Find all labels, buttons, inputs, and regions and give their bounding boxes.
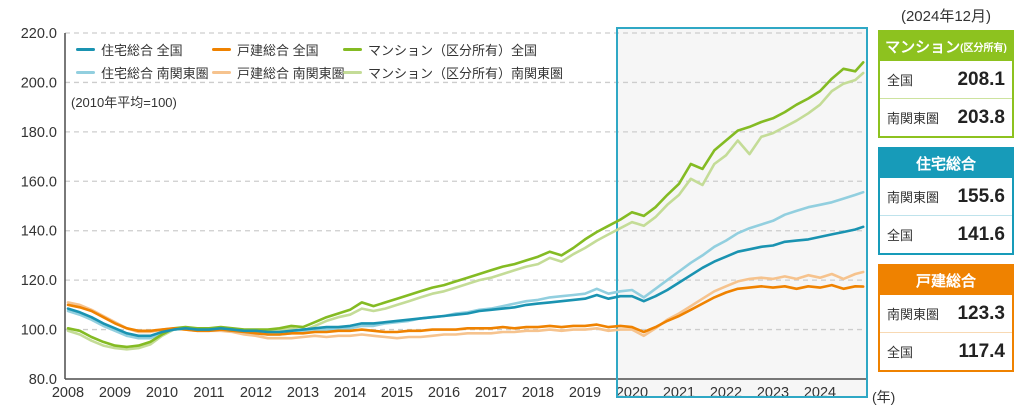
x-tick-label-2021: 2021 bbox=[663, 385, 695, 401]
row-label: 全国 bbox=[887, 228, 914, 243]
x-tick-label-2010: 2010 bbox=[146, 385, 178, 401]
x-tick-label-2024: 2024 bbox=[804, 385, 836, 401]
reference-date-label: (2024年12月) bbox=[900, 8, 992, 25]
table-row: 全国 208.1 bbox=[880, 61, 1012, 98]
latest-values-panel: マンション (区分所有) 全国 208.1 南関東圏 203.8 住宅総合 南関東圏 1… bbox=[878, 30, 1014, 381]
row-value: 117.4 bbox=[958, 340, 1006, 362]
highlight-region-border bbox=[616, 27, 868, 398]
legend-item-kodate-sogo-zenkoku: 戸建総合 全国 bbox=[212, 38, 343, 61]
legend-label: 住宅総合 南関東圏 bbox=[101, 66, 209, 81]
row-label: 全国 bbox=[887, 73, 914, 88]
legend-swatch-mansion-zenkoku bbox=[343, 48, 362, 51]
x-tick-label-2022: 2022 bbox=[710, 385, 742, 401]
x-tick-label-2020: 2020 bbox=[616, 385, 648, 401]
y-tick-label: 80.0 bbox=[29, 372, 57, 388]
table-title-suffix: (区分所有) bbox=[960, 43, 1007, 54]
x-tick-label-2013: 2013 bbox=[287, 385, 319, 401]
x-tick-label-2015: 2015 bbox=[381, 385, 413, 401]
x-tick-label-2019: 2019 bbox=[569, 385, 601, 401]
y-tick-label: 120.0 bbox=[21, 273, 57, 289]
table-row: 全国 141.6 bbox=[880, 215, 1012, 253]
table-row: 南関東圏 203.8 bbox=[880, 98, 1012, 136]
legend-item-kodate-sogo-minamikanto: 戸建総合 南関東圏 bbox=[212, 61, 345, 84]
x-tick-label-2008: 2008 bbox=[52, 385, 84, 401]
row-value: 155.6 bbox=[957, 185, 1005, 207]
legend-item-mansion-minamikanto: マンション（区分所有）南関東圏 bbox=[343, 61, 563, 84]
x-tick-label-2016: 2016 bbox=[428, 385, 460, 401]
x-tick-label-2023: 2023 bbox=[757, 385, 789, 401]
legend-item-mansion-zenkoku: マンション（区分所有）全国 bbox=[343, 38, 563, 61]
table-row: 南関東圏 155.6 bbox=[880, 178, 1012, 215]
legend-item-jutaku-sogo-minamikanto: 住宅総合 南関東圏 bbox=[76, 61, 212, 84]
table-row: 全国 117.4 bbox=[880, 332, 1012, 370]
table-title: マンション bbox=[885, 39, 961, 56]
x-tick-label-2018: 2018 bbox=[522, 385, 554, 401]
chart-legend: 住宅総合 全国 戸建総合 全国 マンション（区分所有）全国住宅総合 南関東圏 戸建総合… bbox=[76, 38, 563, 84]
y-tick-label: 220.0 bbox=[21, 26, 57, 42]
legend-item-jutaku-sogo-zenkoku: 住宅総合 全国 bbox=[76, 38, 212, 61]
price-index-line-chart: 220.0200.0180.0160.0140.0120.0100.080.02… bbox=[21, 26, 868, 401]
y-tick-label: 160.0 bbox=[21, 174, 57, 190]
series-line-mansion-zenkoku bbox=[66, 61, 865, 349]
kodate-sogo-value-table: 戸建総合 南関東圏 123.3 全国 117.4 bbox=[878, 264, 1014, 372]
row-value: 123.3 bbox=[957, 302, 1005, 324]
jutaku-sogo-table-header: 住宅総合 bbox=[880, 149, 1012, 178]
row-value: 208.1 bbox=[957, 68, 1005, 90]
legend-label: マンション（区分所有）南関東圏 bbox=[368, 66, 564, 81]
row-label: 南関東圏 bbox=[887, 190, 940, 205]
legend-label: 住宅総合 全国 bbox=[101, 43, 183, 58]
table-title: 戸建総合 bbox=[915, 273, 976, 290]
x-tick-label-2012: 2012 bbox=[240, 385, 272, 401]
jutaku-sogo-value-table: 住宅総合 南関東圏 155.6 全国 141.6 bbox=[878, 147, 1014, 255]
row-label: 南関東圏 bbox=[887, 307, 940, 322]
index-base-note: (2010年平均=100) bbox=[71, 95, 177, 110]
series-line-jutaku-sogo-zenkoku bbox=[66, 225, 865, 338]
highlight-region-2020-2024 bbox=[617, 28, 867, 397]
y-tick-label: 180.0 bbox=[21, 125, 57, 141]
legend-swatch-kodate-sogo-zenkoku bbox=[212, 48, 231, 51]
legend-label: 戸建総合 南関東圏 bbox=[237, 66, 345, 81]
table-row: 南関東圏 123.3 bbox=[880, 295, 1012, 332]
row-value: 203.8 bbox=[957, 106, 1005, 128]
x-tick-label-2011: 2011 bbox=[193, 385, 224, 401]
legend-label: 戸建総合 全国 bbox=[237, 43, 319, 58]
legend-swatch-kodate-sogo-minamikanto bbox=[212, 71, 231, 74]
y-tick-label: 100.0 bbox=[21, 323, 57, 339]
legend-swatch-jutaku-sogo-minamikanto bbox=[76, 71, 95, 74]
legend-label: マンション（区分所有）全国 bbox=[368, 43, 538, 58]
y-tick-label: 140.0 bbox=[21, 224, 57, 240]
y-tick-label: 200.0 bbox=[21, 75, 57, 91]
row-value: 141.6 bbox=[957, 223, 1005, 245]
row-label: 全国 bbox=[887, 345, 914, 360]
table-title: 住宅総合 bbox=[915, 156, 976, 173]
legend-swatch-mansion-minamikanto bbox=[343, 71, 362, 74]
mansion-value-table: マンション (区分所有) 全国 208.1 南関東圏 203.8 bbox=[878, 30, 1014, 138]
kodate-sogo-table-header: 戸建総合 bbox=[880, 266, 1012, 295]
row-label: 南関東圏 bbox=[887, 111, 940, 126]
x-tick-label-2009: 2009 bbox=[99, 385, 131, 401]
legend-swatch-jutaku-sogo-zenkoku bbox=[76, 48, 95, 51]
mansion-table-header: マンション (区分所有) bbox=[880, 32, 1012, 61]
x-tick-label-2014: 2014 bbox=[334, 385, 366, 401]
x-tick-label-2017: 2017 bbox=[475, 385, 507, 401]
x-axis-unit-label: (年) bbox=[872, 389, 896, 405]
